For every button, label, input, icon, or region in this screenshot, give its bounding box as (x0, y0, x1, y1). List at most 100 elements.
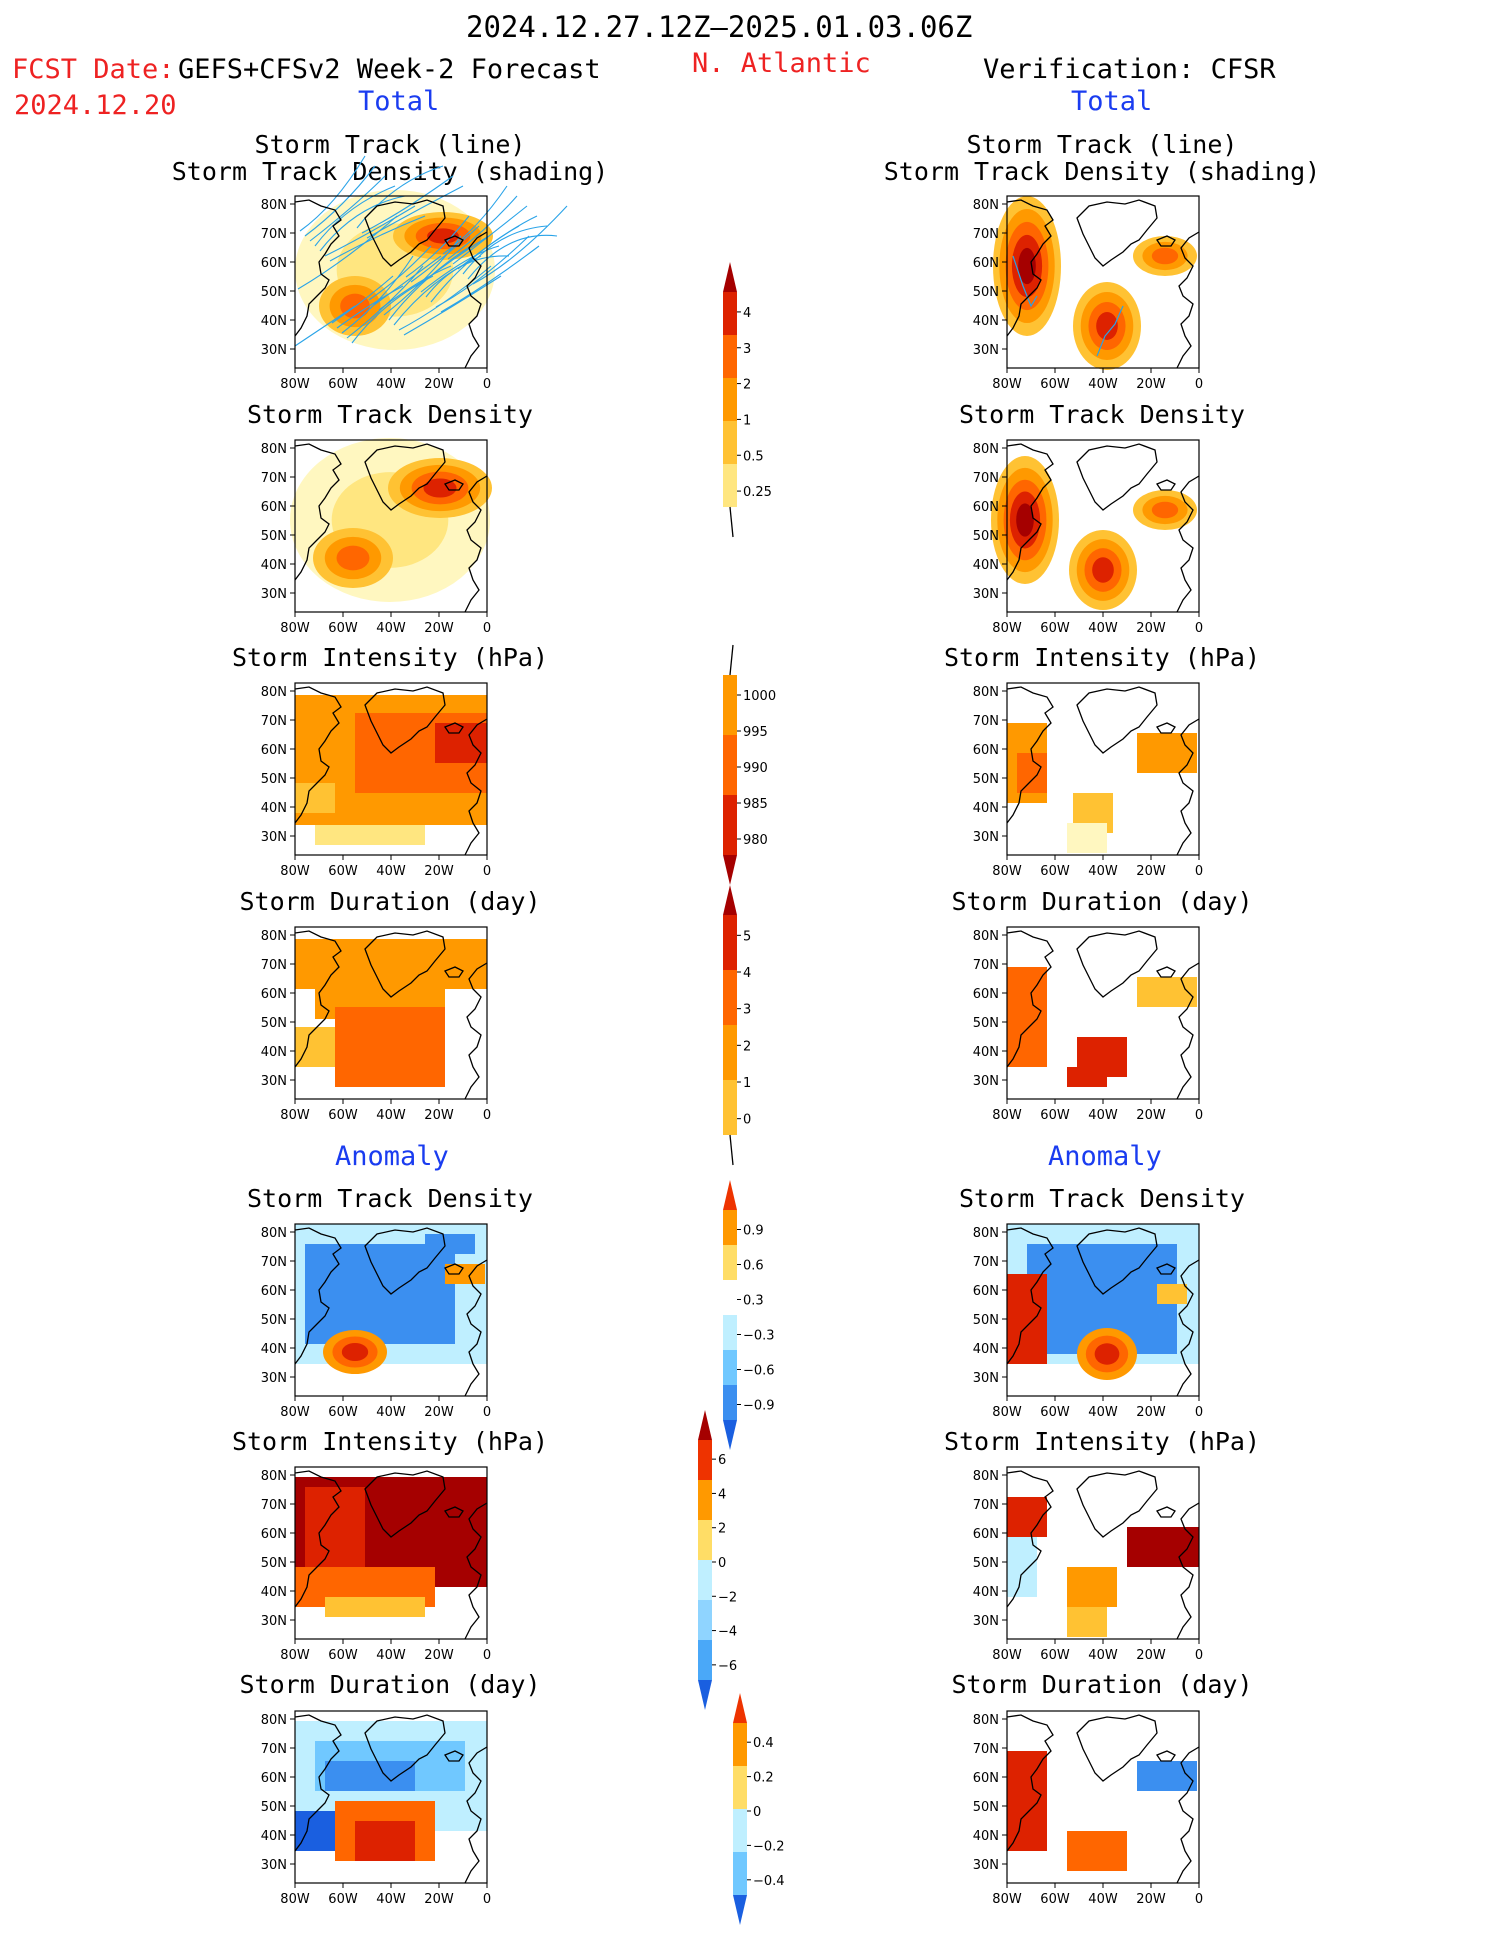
map-shading (1007, 1224, 1199, 1380)
map-density-anomaly-forecast: 80N 70N 60N 50N 40N 30N 80W 60W 40W 20W 0 (261, 1223, 491, 1420)
lat-tick-label: 40N (261, 1829, 287, 1844)
lat-tick-label: 50N (973, 529, 999, 544)
map-shading (1007, 1751, 1197, 1871)
lon-tick-label: 60W (1040, 1892, 1070, 1907)
colorbar-segment (733, 1723, 747, 1766)
lon-tick-label: 0 (483, 1108, 491, 1123)
lon-tick-label: 20W (424, 1405, 454, 1420)
title-track-line-right: Storm Track (line) (966, 130, 1238, 159)
colorbar-label: 1 (743, 413, 751, 428)
map-intensity-total-verification: 80N 70N 60N 50N 40N 30N 80W 60W 40W 20W 0 (973, 682, 1203, 879)
lon-tick-label: 40W (1088, 864, 1118, 879)
lon-tick-label: 80W (992, 1405, 1022, 1420)
colorbar-label: 1000 (743, 689, 776, 704)
lat-tick-label: 80N (973, 1469, 999, 1484)
lon-tick-label: 80W (992, 1108, 1022, 1123)
lon-tick-label: 60W (328, 621, 358, 636)
title-anom-intensity-right: Storm Intensity (hPa) (943, 1427, 1261, 1456)
colorbar-label: −0.2 (753, 1839, 785, 1854)
lat-tick-label: 30N (973, 1074, 999, 1089)
lon-tick-label: 0 (483, 864, 491, 879)
lon-tick-label: 40W (376, 1648, 406, 1663)
colorbar-segment (723, 421, 737, 464)
colorbar-segment (723, 1280, 737, 1315)
lat-tick-label: 40N (973, 1585, 999, 1600)
lon-tick-label: 80W (280, 1108, 310, 1123)
colorbar-segment (723, 970, 737, 1025)
lon-tick-label: 80W (280, 377, 310, 392)
lat-tick-label: 40N (261, 1585, 287, 1600)
lat-tick-label: 30N (261, 1858, 287, 1873)
lon-tick-label: 80W (280, 1405, 310, 1420)
lon-tick-label: 20W (424, 1108, 454, 1123)
coastline (294, 1470, 488, 1640)
lat-tick-label: 50N (973, 1313, 999, 1328)
lat-tick-label: 30N (973, 830, 999, 845)
map-track-total-verification: 80N 70N 60N 50N 40N 30N 80W 60W 40W 20W 0 (973, 195, 1203, 392)
lat-tick-label: 40N (261, 801, 287, 816)
title-density-right: Storm Track Density (959, 400, 1245, 429)
map-shading (295, 1721, 487, 1861)
lat-tick-label: 60N (261, 1284, 287, 1299)
coastline (1006, 1227, 1200, 1397)
lat-tick-label: 40N (973, 1342, 999, 1357)
colorbar-segment (723, 1245, 737, 1280)
lon-tick-label: 40W (1088, 621, 1118, 636)
lon-tick-label: 20W (1136, 864, 1166, 879)
lat-tick-label: 30N (973, 343, 999, 358)
colorbar-label: 2 (743, 1039, 751, 1054)
region-label: N. Atlantic (692, 48, 871, 79)
title-anom-density-right: Storm Track Density (959, 1184, 1245, 1213)
title-density-left: Storm Track Density (247, 400, 533, 429)
lat-tick-label: 30N (973, 587, 999, 602)
colorbar-label: 0 (718, 1556, 726, 1571)
colorbar-segment (723, 1210, 737, 1245)
lon-tick-label: 0 (483, 377, 491, 392)
lat-tick-label: 80N (261, 442, 287, 457)
title-duration-right: Storm Duration (day) (951, 887, 1253, 916)
colorbar-segment (698, 1520, 712, 1560)
lon-tick-label: 20W (1136, 1108, 1166, 1123)
map-duration-total-verification: 80N 70N 60N 50N 40N 30N 80W 60W 40W 20W 0 (973, 926, 1203, 1123)
coastline (1006, 930, 1200, 1100)
lat-tick-label: 70N (973, 958, 999, 973)
map-duration-total-forecast: 80N 70N 60N 50N 40N 30N 80W 60W 40W 20W 0 (261, 926, 491, 1123)
lon-tick-label: 80W (280, 621, 310, 636)
lon-tick-label: 80W (280, 1648, 310, 1663)
lon-tick-label: 60W (1040, 1108, 1070, 1123)
date-range-title: 2024.12.27.12Z–2025.01.03.06Z (466, 10, 973, 44)
lat-tick-label: 50N (261, 529, 287, 544)
colorbar-segment (723, 795, 737, 855)
lat-tick-label: 50N (261, 1313, 287, 1328)
lon-tick-label: 40W (376, 1892, 406, 1907)
lat-tick-label: 50N (261, 1800, 287, 1815)
lon-tick-label: 0 (1195, 1892, 1203, 1907)
map-shading (993, 196, 1197, 370)
colorbar-segment (723, 464, 737, 507)
lat-tick-label: 40N (973, 558, 999, 573)
lat-tick-label: 60N (261, 256, 287, 271)
lat-tick-label: 30N (261, 587, 287, 602)
map-shading (290, 438, 492, 602)
colorbar-segment (723, 378, 737, 421)
lat-tick-label: 70N (973, 227, 999, 242)
lon-tick-label: 0 (1195, 1405, 1203, 1420)
map-shading (295, 1224, 487, 1374)
coastline (1006, 199, 1200, 369)
lon-tick-label: 0 (483, 621, 491, 636)
coastline (1006, 1714, 1200, 1884)
title-track-shading-left: Storm Track Density (shading) (171, 157, 609, 186)
colorbar-segment (698, 1640, 712, 1680)
map-intensity-anomaly-verification: 80N 70N 60N 50N 40N 30N 80W 60W 40W 20W 0 (973, 1466, 1203, 1663)
map-intensity-total-forecast: 80N 70N 60N 50N 40N 30N 80W 60W 40W 20W 0 (261, 682, 491, 879)
lat-tick-label: 50N (973, 772, 999, 787)
map-density-anomaly-verification: 80N 70N 60N 50N 40N 30N 80W 60W 40W 20W 0 (973, 1223, 1203, 1420)
lat-tick-label: 30N (261, 1074, 287, 1089)
section-anomaly-right: Anomaly (1048, 1141, 1162, 1172)
colorbar-segment (723, 1025, 737, 1080)
colorbar-label: 0.3 (743, 1294, 764, 1309)
lon-tick-label: 0 (1195, 864, 1203, 879)
map-duration-anomaly-forecast: 80N 70N 60N 50N 40N 30N 80W 60W 40W 20W 0 (261, 1710, 491, 1907)
lat-tick-label: 60N (973, 1527, 999, 1542)
colorbar: 5 4 3 2 1 0 (723, 885, 751, 1166)
